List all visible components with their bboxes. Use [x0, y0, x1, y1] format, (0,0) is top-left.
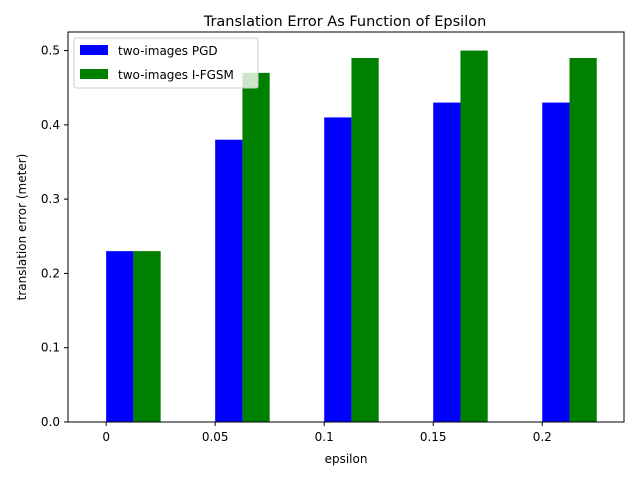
bar-series-0-0 — [106, 251, 134, 422]
bar-series-0-1 — [215, 139, 243, 422]
y-tick-label-3: 0.3 — [41, 192, 60, 206]
legend-swatch-ifgsm — [80, 69, 108, 79]
legend-swatch-pgd — [80, 45, 108, 55]
bar-series-1-3 — [460, 50, 488, 422]
legend-label-pgd: two-images PGD — [118, 44, 218, 58]
y-tick-label-1: 0.1 — [41, 341, 60, 355]
bar-series-1-4 — [569, 58, 597, 422]
bar-series-1-0 — [133, 251, 161, 422]
y-axis-ticks: 0.0 0.1 0.2 0.3 0.4 0.5 — [41, 44, 68, 429]
y-tick-label-4: 0.4 — [41, 118, 60, 132]
bar-series-1-2 — [351, 58, 379, 422]
x-tick-label-1: 0.05 — [202, 430, 229, 444]
x-tick-label-3: 0.15 — [420, 430, 447, 444]
legend-box — [73, 37, 259, 89]
x-tick-label-2: 0.1 — [315, 430, 334, 444]
bars-group — [106, 50, 597, 423]
bar-series-0-4 — [542, 102, 570, 423]
bar-series-0-2 — [324, 117, 352, 422]
y-tick-label-2: 0.2 — [41, 266, 60, 280]
y-axis-label: translation error (meter) — [15, 154, 29, 301]
bar-series-1-1 — [242, 72, 270, 422]
plot-area-frame — [67, 31, 625, 423]
legend: two-images PGD two-images I-FGSM — [73, 37, 259, 89]
chart-title: Translation Error As Function of Epsilon — [203, 14, 487, 30]
y-tick-label-0: 0.0 — [41, 415, 60, 429]
bar-series-0-3 — [433, 102, 461, 423]
x-axis-ticks: 0 0.05 0.1 0.15 0.2 — [102, 422, 552, 444]
x-axis-label: epsilon — [325, 452, 368, 466]
x-tick-label-0: 0 — [102, 430, 110, 444]
legend-label-ifgsm: two-images I-FGSM — [118, 68, 234, 82]
y-tick-label-5: 0.5 — [41, 44, 60, 58]
x-tick-label-4: 0.2 — [533, 430, 552, 444]
